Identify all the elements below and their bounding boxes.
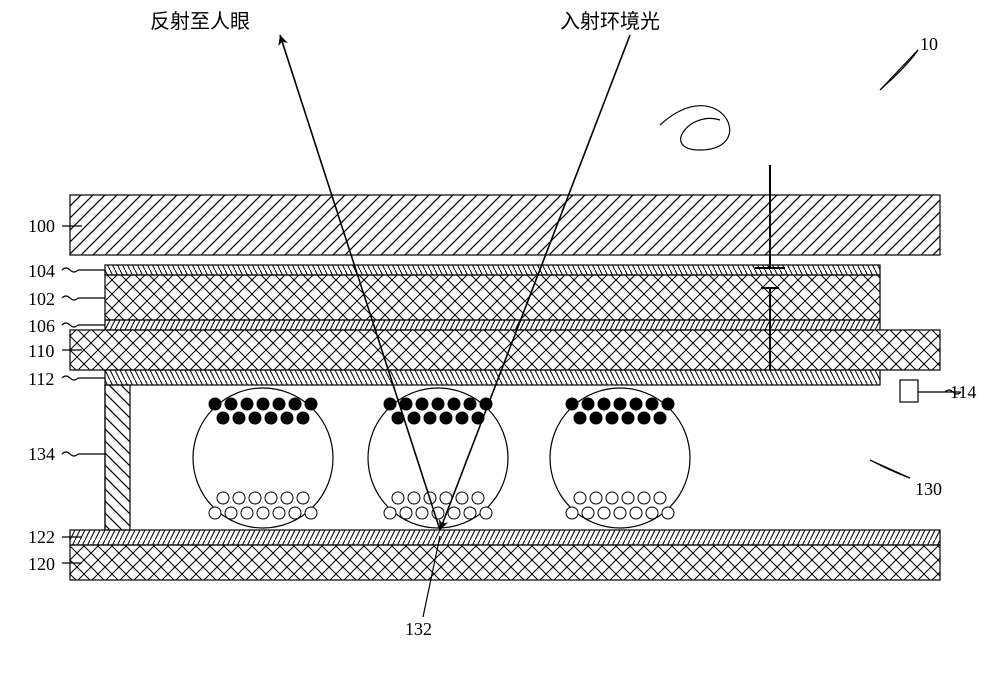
- white-particle: [305, 507, 317, 519]
- label-n122: 122: [28, 527, 55, 547]
- black-particle: [590, 412, 603, 425]
- layers-group: [70, 195, 940, 580]
- black-particle: [646, 398, 659, 411]
- layer-120: [70, 545, 940, 580]
- black-particle: [305, 398, 318, 411]
- white-particle: [225, 507, 237, 519]
- label-n104: 104: [28, 261, 55, 281]
- black-particle: [233, 412, 246, 425]
- label-incident: 入射环境光: [560, 10, 660, 33]
- component-114: [900, 380, 918, 402]
- patent-diagram: 反射至人眼 入射环境光 10 100 104 102 106 110 112 134 122 120 1…: [0, 0, 1000, 675]
- layer-100: [70, 195, 940, 255]
- label-n130: 130: [915, 479, 942, 499]
- white-particle: [456, 492, 468, 504]
- label-n120: 120: [28, 554, 55, 574]
- black-particle: [598, 398, 611, 411]
- label-n134: 134: [28, 444, 55, 464]
- black-particle: [614, 398, 627, 411]
- black-particle: [257, 398, 270, 411]
- black-particle: [217, 412, 230, 425]
- white-particle: [265, 492, 277, 504]
- white-particle: [249, 492, 261, 504]
- black-particle: [566, 398, 579, 411]
- black-particle: [297, 412, 310, 425]
- black-particle: [225, 398, 238, 411]
- black-particle: [384, 398, 397, 411]
- layer-102: [105, 275, 880, 320]
- black-particle: [289, 398, 302, 411]
- white-particle: [614, 507, 626, 519]
- label-n110: 110: [28, 341, 54, 361]
- white-particle: [654, 492, 666, 504]
- white-particle: [241, 507, 253, 519]
- white-particle: [400, 507, 412, 519]
- black-particle: [662, 398, 675, 411]
- white-particle: [289, 507, 301, 519]
- black-particle: [606, 412, 619, 425]
- layer-104: [105, 265, 880, 275]
- black-particle: [249, 412, 262, 425]
- white-particle: [233, 492, 245, 504]
- black-particle: [456, 412, 469, 425]
- black-particle: [209, 398, 222, 411]
- white-particle: [582, 507, 594, 519]
- white-particle: [297, 492, 309, 504]
- black-particle: [440, 412, 453, 425]
- white-particle: [273, 507, 285, 519]
- black-particle: [654, 412, 667, 425]
- black-particle: [265, 412, 278, 425]
- white-particle: [257, 507, 269, 519]
- white-particle: [464, 507, 476, 519]
- label-reflected: 反射至人眼: [150, 10, 250, 33]
- label-n106: 106: [28, 316, 55, 336]
- black-particle: [464, 398, 477, 411]
- black-particle: [416, 398, 429, 411]
- white-particle: [566, 507, 578, 519]
- black-particle: [638, 412, 651, 425]
- white-particle: [646, 507, 658, 519]
- white-particle: [630, 507, 642, 519]
- black-particle: [574, 412, 587, 425]
- black-particle: [432, 398, 445, 411]
- black-particle: [424, 412, 437, 425]
- white-particle: [281, 492, 293, 504]
- layer-110: [70, 330, 940, 370]
- label-n10: 10: [920, 34, 938, 54]
- white-particle: [472, 492, 484, 504]
- decorative-curl: [660, 106, 730, 150]
- white-particle: [480, 507, 492, 519]
- white-particle: [408, 492, 420, 504]
- white-particle: [384, 507, 396, 519]
- layer-112: [105, 370, 880, 385]
- white-particle: [217, 492, 229, 504]
- black-particle: [241, 398, 254, 411]
- white-particle: [606, 492, 618, 504]
- black-particle: [448, 398, 461, 411]
- layer-106: [105, 320, 880, 330]
- capsules-group: [193, 388, 690, 528]
- black-particle: [273, 398, 286, 411]
- white-particle: [598, 507, 610, 519]
- black-particle: [281, 412, 294, 425]
- label-n100: 100: [28, 216, 55, 236]
- white-particle: [590, 492, 602, 504]
- label-n112: 112: [28, 369, 54, 389]
- white-particle: [638, 492, 650, 504]
- white-particle: [662, 507, 674, 519]
- layer-122: [70, 530, 940, 545]
- spacer-134: [105, 385, 130, 530]
- black-particle: [622, 412, 635, 425]
- label-n102: 102: [28, 289, 55, 309]
- black-particle: [630, 398, 643, 411]
- white-particle: [574, 492, 586, 504]
- white-particle: [448, 507, 460, 519]
- black-particle: [408, 412, 421, 425]
- white-particle: [622, 492, 634, 504]
- black-particle: [582, 398, 595, 411]
- white-particle: [392, 492, 404, 504]
- white-particle: [209, 507, 221, 519]
- label-n132: 132: [405, 619, 432, 639]
- white-particle: [416, 507, 428, 519]
